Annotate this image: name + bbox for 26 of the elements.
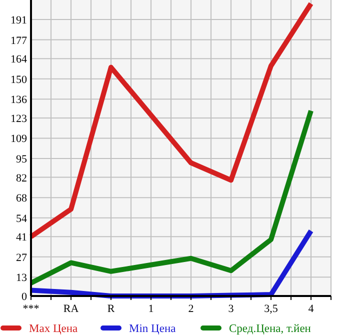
y-tick-label: 109: [10, 133, 28, 146]
x-tick-label: ***: [22, 303, 40, 315]
x-tick-label: 2: [188, 303, 194, 315]
y-tick-label: 82: [16, 172, 27, 184]
x-tick-label: 3,5: [264, 303, 278, 315]
y-tick-label: 13: [16, 272, 28, 284]
legend-label: Сред.Цена, т.йен: [229, 323, 311, 335]
y-tick-label: 54: [16, 212, 28, 225]
legend-label: Min Цена: [129, 323, 176, 335]
x-tick-label: 1: [148, 303, 154, 315]
y-tick-label: 177: [10, 34, 28, 47]
x-tick-label: 3: [228, 303, 234, 315]
y-tick-label: 191: [10, 14, 27, 27]
y-tick-label: 68: [16, 192, 28, 205]
y-tick-label: 123: [10, 112, 28, 125]
y-tick-label: 41: [16, 232, 27, 244]
legend-label: Max Цена: [29, 323, 78, 335]
y-tick-label: 27: [16, 252, 28, 264]
y-tick-label: 136: [10, 94, 28, 106]
x-tick-label: RA: [63, 303, 79, 315]
y-tick-label: 150: [10, 74, 28, 86]
y-tick-label: 95: [16, 153, 28, 166]
x-tick-label: 4: [308, 303, 314, 315]
y-tick-label: 0: [22, 291, 28, 303]
x-tick-label: R: [107, 303, 116, 315]
y-tick-label: 164: [10, 54, 28, 66]
